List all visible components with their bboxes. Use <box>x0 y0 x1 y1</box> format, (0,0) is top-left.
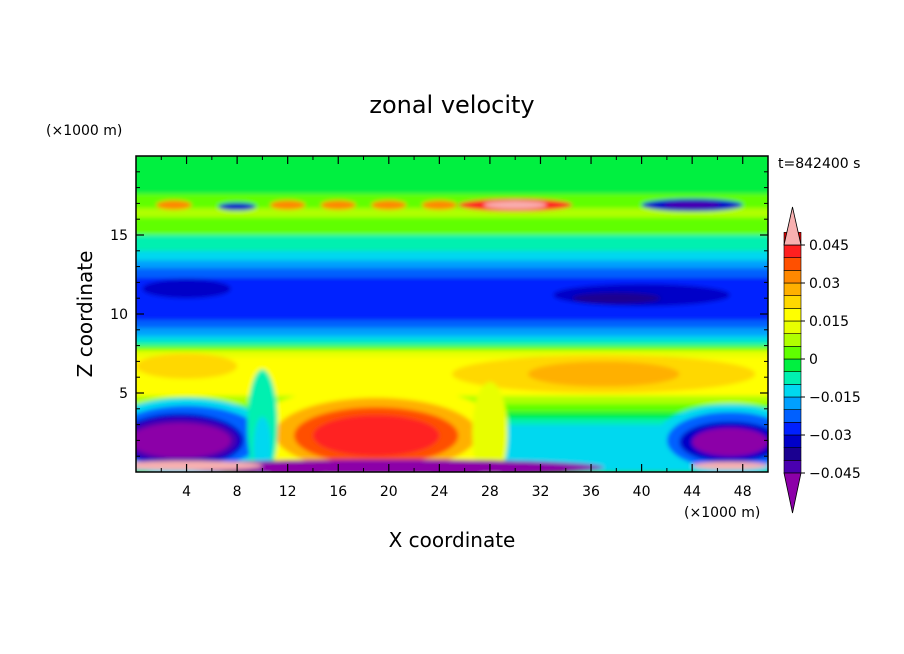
field-band <box>136 328 768 337</box>
colorbar-tick-label: 0 <box>809 352 818 368</box>
x-tick-label: 24 <box>430 484 448 500</box>
field-blob <box>269 200 306 210</box>
field-band <box>136 336 768 341</box>
colorbar-tick-label: 0.045 <box>809 238 849 254</box>
field-blob <box>692 427 768 457</box>
colorbar-cell <box>783 308 802 322</box>
field-blob <box>572 292 661 304</box>
x-tick-label: 28 <box>481 484 499 500</box>
chart-title: zonal velocity <box>369 91 534 119</box>
colorbar-max-triangle <box>783 206 802 246</box>
colorbar-cell <box>783 244 802 258</box>
colorbar-cell <box>783 257 802 271</box>
colorbar-cell <box>783 422 802 436</box>
x-tick-label: 48 <box>734 484 752 500</box>
field-blob <box>136 423 231 458</box>
colorbar-cell <box>783 447 802 461</box>
field-band <box>136 235 768 251</box>
x-tick-label: 16 <box>329 484 347 500</box>
field-blob <box>253 416 272 472</box>
field-blob <box>664 201 720 209</box>
field-blob <box>312 415 440 457</box>
field-blob <box>320 200 356 210</box>
colorbar-cell <box>783 358 802 372</box>
x-unit-label: (×1000 m) <box>684 505 760 521</box>
field-blob <box>142 279 231 299</box>
field-blob <box>136 460 263 471</box>
field-blob <box>483 201 547 209</box>
x-tick-label: 44 <box>683 484 701 500</box>
x-tick-label: 12 <box>279 484 297 500</box>
x-axis-label: X coordinate <box>389 528 516 552</box>
colorbar-tick-label: −0.015 <box>809 390 861 406</box>
y-axis-label: Z coordinate <box>73 251 97 378</box>
y-tick-label: 5 <box>119 386 128 402</box>
x-tick-label: 4 <box>182 484 191 500</box>
colorbar-tick-label: −0.045 <box>809 466 861 482</box>
field-band <box>136 268 768 278</box>
colorbar-cell <box>783 282 802 296</box>
field-band <box>136 208 768 218</box>
y-tick-label: 15 <box>110 228 128 244</box>
colorbar-cell <box>783 396 802 410</box>
colorbar-cell <box>783 371 802 385</box>
colorbar-tick-label: −0.03 <box>809 428 852 444</box>
field-shapes <box>136 156 768 472</box>
field-band <box>136 340 768 346</box>
y-tick-label: 10 <box>110 307 128 323</box>
y-unit-label: (×1000 m) <box>46 123 122 139</box>
field-band <box>136 260 768 269</box>
x-tick-label: 8 <box>233 484 242 500</box>
x-tick-label: 32 <box>532 484 550 500</box>
x-tick-label: 40 <box>633 484 651 500</box>
colorbar-cell <box>783 333 802 347</box>
colorbar-tick-label: 0.015 <box>809 314 849 330</box>
field-band <box>136 320 768 329</box>
field-band <box>136 217 768 235</box>
field-blob <box>472 381 508 472</box>
field-band <box>136 156 768 194</box>
colorbar-cell <box>783 409 802 423</box>
colorbar-cell <box>783 270 802 284</box>
field-blob <box>371 200 407 210</box>
field-band <box>136 345 768 351</box>
colorbar-min-triangle <box>783 472 802 514</box>
colorbar-cell <box>783 320 802 334</box>
time-label: t=842400 s <box>778 156 860 172</box>
colorbar-tick-label: 0.03 <box>809 276 840 292</box>
field-blob <box>527 361 680 387</box>
colorbar-cell <box>783 460 802 474</box>
field-blob <box>136 353 238 379</box>
colorbar-cell <box>783 295 802 309</box>
colorbar: 0.045 0.03 0.015 0 −0.015 −0.03 −0.045 <box>783 206 861 514</box>
field-blob <box>421 200 458 210</box>
field-band <box>136 250 768 261</box>
field-blob <box>156 200 192 210</box>
field-band <box>136 350 768 357</box>
x-tick-label: 20 <box>380 484 398 500</box>
x-tick-label: 36 <box>582 484 600 500</box>
field-blob <box>692 461 768 470</box>
colorbar-cell <box>783 434 802 448</box>
colorbar-cell <box>783 346 802 360</box>
plot-field <box>136 156 768 472</box>
field-blob <box>218 202 257 211</box>
colorbar-cell <box>783 384 802 398</box>
